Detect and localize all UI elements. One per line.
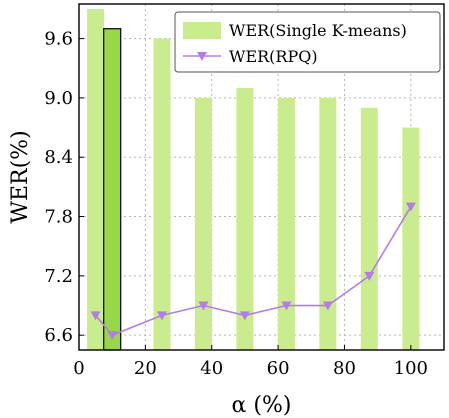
bar <box>236 88 254 351</box>
rpq-point <box>364 271 375 281</box>
plot-frame <box>78 3 445 351</box>
rpq-point <box>281 301 292 311</box>
rpq-point <box>322 301 333 311</box>
rpq-point <box>405 202 416 212</box>
rpq-point <box>156 311 167 321</box>
bar <box>153 38 171 350</box>
x-tick-label: 40 <box>200 358 223 379</box>
x-axis-label: α (%) <box>232 393 292 418</box>
bar-highlighted <box>103 28 122 351</box>
bar <box>360 107 378 350</box>
y-tick-label: 6.6 <box>44 325 73 346</box>
y-axis-label: WER(%) <box>8 130 33 223</box>
x-tick-label: 0 <box>73 358 84 379</box>
grid-lines <box>78 4 444 350</box>
rpq-point <box>107 331 118 341</box>
bar <box>87 8 105 350</box>
legend-swatch-marker <box>197 52 207 61</box>
bar-series <box>87 8 420 351</box>
x-axis-ticks: 0 20 40 60 80 100 <box>73 345 428 379</box>
bar <box>319 97 337 351</box>
legend-swatch-bar <box>183 22 221 39</box>
bar <box>194 97 212 351</box>
rpq-point <box>198 301 209 311</box>
y-tick-label: 9.0 <box>44 88 73 109</box>
x-tick-label: 20 <box>134 358 157 379</box>
y-axis-ticks: 6.6 7.2 7.8 8.4 9.0 9.6 <box>44 29 84 346</box>
rpq-point <box>90 311 101 321</box>
y-tick-label: 9.6 <box>44 29 73 50</box>
x-tick-label: 80 <box>333 358 356 379</box>
legend: WER(Single K-means) WER(RPQ) <box>174 11 441 73</box>
bar <box>277 97 295 351</box>
legend-box <box>174 11 441 73</box>
bar <box>402 127 420 350</box>
y-tick-label: 7.2 <box>44 266 73 287</box>
y-tick-label: 7.8 <box>44 207 73 228</box>
line-series <box>90 202 416 341</box>
legend-label-kmeans: WER(Single K-means) <box>229 21 407 40</box>
y-tick-label: 8.4 <box>44 147 73 168</box>
x-tick-label: 60 <box>267 358 290 379</box>
rpq-point <box>239 311 250 321</box>
legend-label-rpq: WER(RPQ) <box>229 47 318 66</box>
x-tick-label: 100 <box>394 358 428 379</box>
